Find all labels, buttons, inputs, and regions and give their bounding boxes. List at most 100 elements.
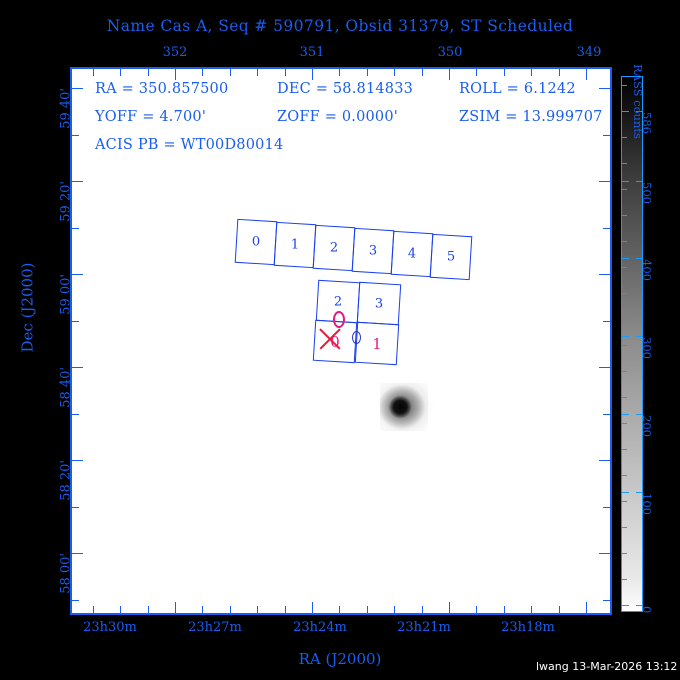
tick-mark xyxy=(449,602,450,613)
left-axis-tick-label: 59 00' xyxy=(58,274,74,315)
colorbar-minor-tick xyxy=(622,215,627,216)
colorbar-minor-tick xyxy=(622,319,627,320)
acis-s-chip-label: 2 xyxy=(329,240,339,256)
tick-mark xyxy=(599,88,610,89)
top-axis-tick-label: 350 xyxy=(437,45,463,60)
colorbar-minor-tick xyxy=(622,501,627,502)
tick-mark xyxy=(175,69,176,80)
tick-mark xyxy=(72,506,79,508)
x-axis-title: RA (J2000) xyxy=(298,650,382,668)
colorbar-minor-tick xyxy=(622,397,627,398)
tick-mark xyxy=(503,69,505,76)
tick-mark xyxy=(120,606,122,613)
tick-mark xyxy=(202,69,204,76)
tick-mark xyxy=(603,227,610,229)
colorbar-title: RASS counts xyxy=(631,64,645,139)
colorbar-minor-tick xyxy=(622,293,627,294)
left-axis-tick-label: 58 00' xyxy=(58,553,74,594)
tick-mark xyxy=(72,274,83,275)
param-dec: DEC = 58.814833 xyxy=(277,81,414,97)
tick-mark xyxy=(366,606,368,613)
colorbar-minor-tick xyxy=(622,137,627,138)
tick-mark xyxy=(603,413,610,415)
colorbar-minor-tick xyxy=(622,423,627,424)
colorbar-tick xyxy=(636,414,643,415)
left-axis-tick-label: 59 40' xyxy=(58,88,74,129)
acis-s-chip-label: 1 xyxy=(290,237,300,253)
tick-mark xyxy=(421,69,423,76)
colorbar-minor-tick xyxy=(622,163,627,164)
tick-mark xyxy=(394,69,396,76)
bottom-axis-tick-label: 23h30m xyxy=(83,620,137,635)
colorbar-minor-tick xyxy=(622,553,627,554)
tick-mark xyxy=(72,227,79,229)
source-blob-cas-a xyxy=(380,383,428,431)
colorbar-tick xyxy=(636,492,643,493)
bottom-axis-tick-label: 23h18m xyxy=(501,620,555,635)
tick-mark xyxy=(558,606,560,613)
page-title: Name Cas A, Seq # 590791, Obsid 31379, S… xyxy=(106,17,574,35)
tick-mark xyxy=(72,88,83,89)
tick-mark xyxy=(586,602,587,613)
credit-timestamp: lwang 13-Mar-2026 13:12 xyxy=(536,660,678,673)
colorbar-tick xyxy=(622,336,629,337)
tick-mark xyxy=(603,320,610,322)
tick-mark xyxy=(72,553,83,554)
tick-mark xyxy=(257,606,259,613)
tick-mark xyxy=(312,69,313,80)
tick-mark xyxy=(202,606,204,613)
param-zoff: ZOFF = 0.0000' xyxy=(277,109,398,125)
tick-mark xyxy=(476,69,478,76)
colorbar-tick xyxy=(636,181,643,182)
acis-s-chip-label: 5 xyxy=(446,249,456,265)
tick-mark xyxy=(92,69,94,76)
colorbar-tick xyxy=(622,258,629,259)
colorbar-tick-label: 0 xyxy=(640,606,654,614)
tick-mark xyxy=(449,69,450,80)
tick-mark xyxy=(229,69,231,76)
tick-mark xyxy=(229,606,231,613)
colorbar-minor-tick xyxy=(622,241,627,242)
tick-mark xyxy=(599,367,610,368)
tick-mark xyxy=(175,602,176,613)
tick-mark xyxy=(599,181,610,182)
param-zsim: ZSIM = 13.999707 xyxy=(459,109,603,125)
param-yoff: YOFF = 4.700' xyxy=(95,109,207,125)
colorbar-minor-tick xyxy=(622,527,627,528)
colorbar-minor-tick xyxy=(622,579,627,580)
colorbar-tick xyxy=(636,258,643,259)
left-axis-tick-label: 58 40' xyxy=(58,367,74,408)
aimpoint-circle-icon xyxy=(333,311,345,328)
colorbar-tick-label: 500 xyxy=(640,182,654,204)
colorbar-minor-tick xyxy=(622,449,627,450)
tick-mark xyxy=(72,460,83,461)
tick-mark xyxy=(603,134,610,136)
tick-mark xyxy=(72,181,83,182)
left-axis-tick-label: 59 20' xyxy=(58,181,74,222)
tick-mark xyxy=(147,606,149,613)
colorbar-tick-label: 400 xyxy=(640,259,654,281)
colorbar-minor-tick xyxy=(622,85,627,86)
colorbar-tick-label: 200 xyxy=(640,415,654,437)
tick-mark xyxy=(394,606,396,613)
colorbar-tick xyxy=(622,492,629,493)
tick-mark xyxy=(284,606,286,613)
tick-mark xyxy=(366,69,368,76)
colorbar-minor-tick xyxy=(622,111,627,112)
tick-mark xyxy=(531,69,533,76)
tick-mark xyxy=(72,134,79,136)
tick-mark xyxy=(421,606,423,613)
acis-i-chip-label: 1 xyxy=(372,334,382,353)
top-axis-tick-label: 351 xyxy=(299,45,325,60)
acis-i-chip-label: 2 xyxy=(333,294,343,309)
colorbar-minor-tick xyxy=(622,371,627,372)
colorbar-gradient xyxy=(621,76,643,612)
tick-mark xyxy=(603,506,610,508)
tick-mark xyxy=(339,69,341,76)
bottom-axis-tick-label: 23h24m xyxy=(293,620,347,635)
tick-mark xyxy=(72,413,79,415)
tick-mark xyxy=(339,606,341,613)
tick-mark xyxy=(284,69,286,76)
colorbar-tick-label: 100 xyxy=(640,493,654,515)
